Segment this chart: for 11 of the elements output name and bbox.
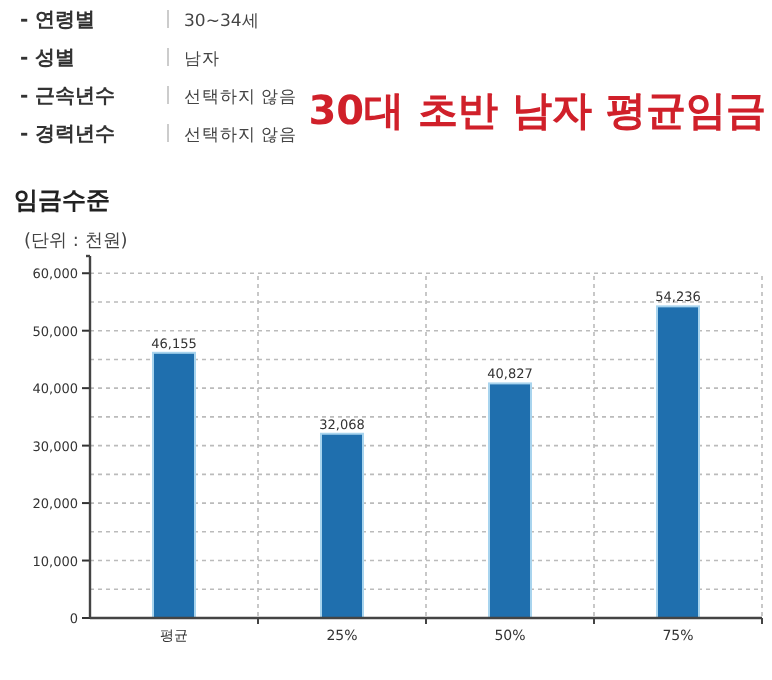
annotation: - 성별 <box>20 48 76 70</box>
subtitle: 임금수준 <box>14 186 110 214</box>
annotation: 선택하지 않음 <box>184 88 298 108</box>
annotation: - 근속년수 <box>20 86 116 108</box>
title: 30대 초반 남자 평균임금 <box>308 86 766 134</box>
ylabel: (단위 : 천원) <box>24 232 128 252</box>
annotation: 선택하지 않음 <box>184 126 298 146</box>
annotation: 남자 <box>184 50 220 70</box>
annotation: - 경력년수 <box>20 124 116 146</box>
annotation: 30~34세 <box>184 12 260 32</box>
annotation: - 연령별 <box>20 10 96 32</box>
